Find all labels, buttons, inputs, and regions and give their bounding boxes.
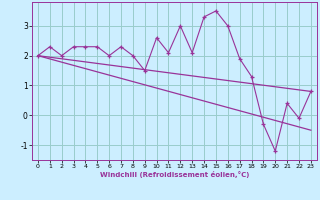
- X-axis label: Windchill (Refroidissement éolien,°C): Windchill (Refroidissement éolien,°C): [100, 171, 249, 178]
